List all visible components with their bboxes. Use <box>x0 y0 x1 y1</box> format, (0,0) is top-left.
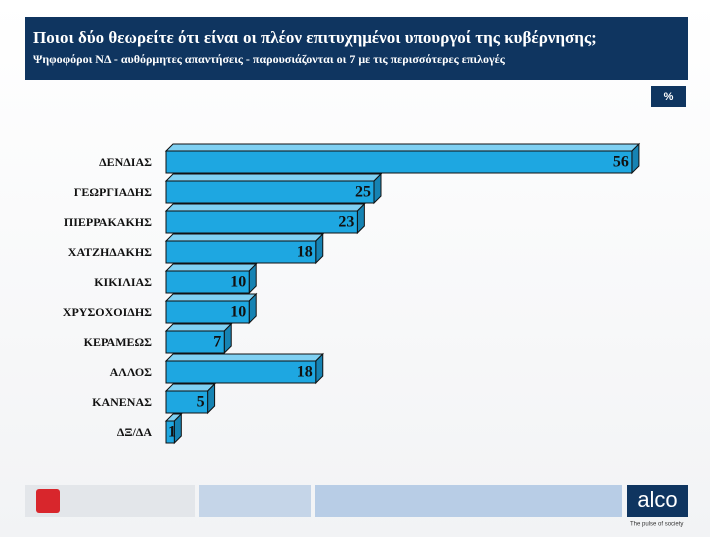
category-label: ΔΕΝΔΙΑΣ <box>99 155 152 169</box>
bar <box>165 390 209 414</box>
bar-top <box>164 293 258 302</box>
category-label: ΔΞ/ΔΑ <box>117 425 153 439</box>
bar <box>165 180 375 204</box>
value-label: 1 <box>168 424 176 441</box>
category-label: ΚΑΝΕΝΑΣ <box>92 395 152 409</box>
value-label: 10 <box>230 274 246 291</box>
bar <box>165 360 317 384</box>
logo: alco <box>637 487 677 512</box>
value-label: 23 <box>338 214 354 231</box>
bar <box>165 150 633 174</box>
category-label: ΚΕΡΑΜΕΩΣ <box>84 335 153 349</box>
bar <box>165 300 250 324</box>
category-label: ΧΡΥΣΟΧΟΙΔΗΣ <box>63 305 152 319</box>
bar-top <box>164 233 324 242</box>
unit-label: % <box>664 91 674 103</box>
category-label: ΚΙΚΙΛΙΑΣ <box>94 275 152 289</box>
category-label: ΓΕΩΡΓΙΑΔΗΣ <box>74 185 152 199</box>
value-label: 7 <box>213 334 221 351</box>
value-label: 56 <box>613 154 629 171</box>
channel-logo <box>36 489 60 513</box>
bar-top <box>164 143 641 152</box>
tagline: The pulse of society <box>630 522 683 528</box>
value-label: 18 <box>297 364 313 381</box>
bar <box>165 210 358 234</box>
header-box <box>25 17 688 80</box>
value-label: 10 <box>230 304 246 321</box>
logo-box <box>627 485 688 517</box>
unit-badge <box>651 86 686 107</box>
bar-top <box>164 263 258 272</box>
footer-panel <box>315 485 622 517</box>
bar-top <box>164 383 216 392</box>
bar-top <box>164 353 324 362</box>
chart-title: Ποιοι δύο θεωρείτε ότι είναι οι πλέον επ… <box>33 28 597 47</box>
bar <box>165 420 175 444</box>
value-label: 5 <box>197 394 205 411</box>
bar-top <box>164 173 383 182</box>
bars: 56 ΔΕΝΔΙΑΣ 25 ΓΕΩΡΓΙΑΔΗΣ 23 ΠΙΕΡΡΑΚΑΚΗΣ 18 ΧΑΤΖ… <box>63 142 641 445</box>
bar <box>165 240 317 264</box>
bar <box>165 330 225 354</box>
chart-subtitle: Ψηφοφόροι ΝΔ - αυθόρμητες απαντήσεις - π… <box>33 52 506 66</box>
bar-top <box>164 203 366 212</box>
value-label: 18 <box>297 244 313 261</box>
bar-top <box>164 323 233 332</box>
category-label: ΧΑΤΖΗΔΑΚΗΣ <box>68 245 152 259</box>
category-label: ΠΙΕΡΡΑΚΑΚΗΣ <box>64 215 152 229</box>
footer-panel <box>199 485 311 517</box>
value-label: 25 <box>355 184 371 201</box>
bar <box>165 270 250 294</box>
category-label: ΑΛΛΟΣ <box>110 365 153 379</box>
